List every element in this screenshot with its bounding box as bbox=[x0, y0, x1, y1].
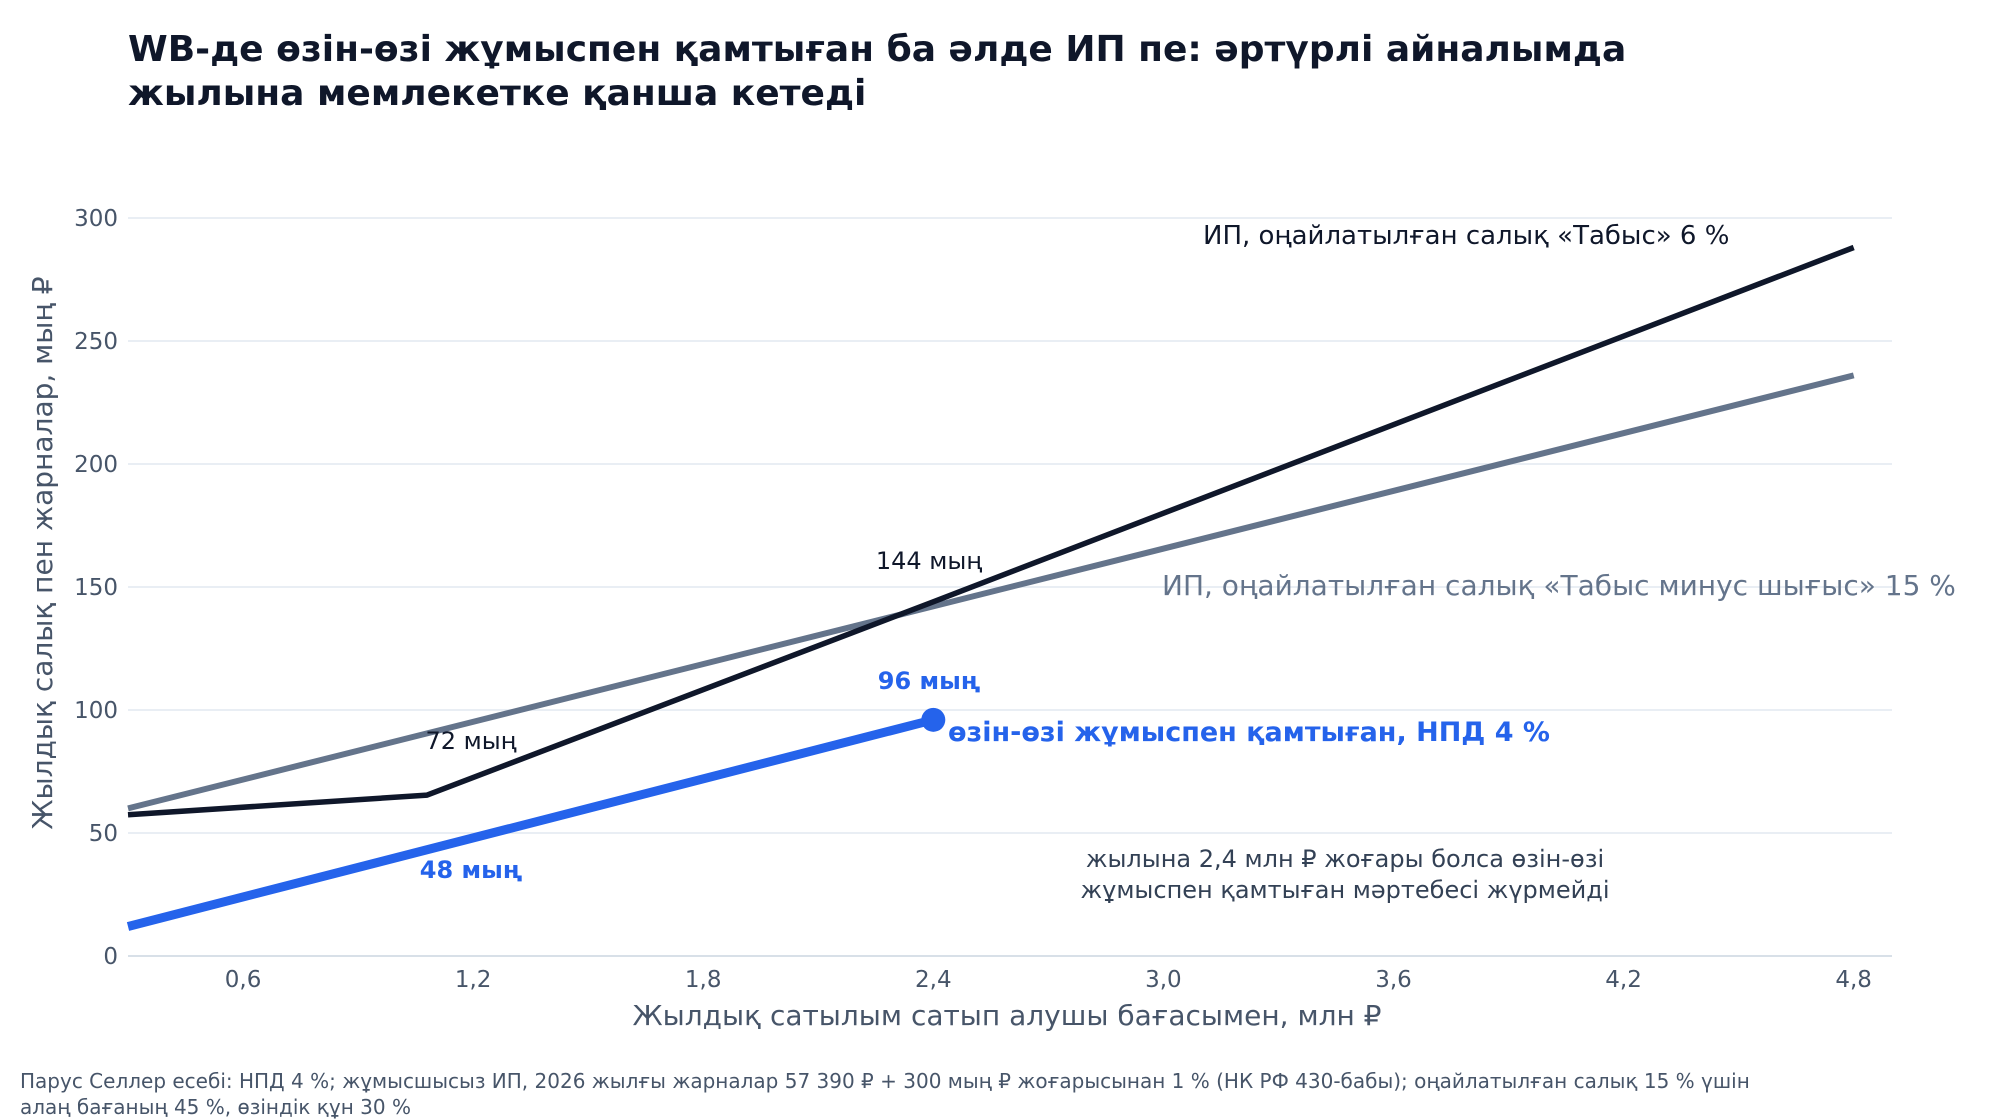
y-tick-label: 200 bbox=[74, 452, 118, 478]
x-tick-label: 4,2 bbox=[1605, 967, 1642, 993]
data-label: 96 мың bbox=[878, 667, 980, 695]
series-labels: ИП, оңайлатылған салық «Табыс минус шығы… bbox=[948, 221, 1956, 748]
x-axis-ticks: 0,6 1,2 1,8 2,4 3,0 3,6 4,2 4,8 bbox=[225, 967, 1872, 993]
y-tick-label: 250 bbox=[74, 329, 118, 355]
chart-title-line-1: WB-де өзін-өзі жұмыспен қамтыған ба әлде… bbox=[128, 29, 1626, 70]
y-tick-label: 150 bbox=[74, 575, 118, 601]
y-tick-label: 0 bbox=[103, 944, 118, 970]
y-axis-label: Жылдық салық пен жарналар, мың ₽ bbox=[26, 276, 59, 829]
series-group bbox=[126, 244, 1855, 931]
data-labels: 72 мың 144 мың 48 мың 96 мың bbox=[420, 547, 983, 884]
series-line bbox=[126, 715, 935, 931]
series-label: ИП, оңайлатылған салық «Табыс минус шығы… bbox=[1162, 569, 1956, 602]
x-tick-label: 3,0 bbox=[1145, 967, 1182, 993]
series-line bbox=[127, 244, 1855, 818]
x-tick-label: 3,6 bbox=[1375, 967, 1412, 993]
y-tick-label: 100 bbox=[74, 698, 118, 724]
series-end-marker bbox=[921, 707, 946, 732]
series-label: ИП, оңайлатылған салық «Табыс» 6 % bbox=[1203, 221, 1729, 251]
footnote-line-2: алаң бағаның 45 %, өзіндік құн 30 % bbox=[20, 1095, 411, 1119]
y-axis-ticks: 0 50 100 150 200 250 300 bbox=[74, 206, 118, 970]
series-label: өзін-өзі жұмыспен қамтыған, НПД 4 % bbox=[948, 717, 1550, 748]
x-tick-label: 2,4 bbox=[915, 967, 952, 993]
y-tick-label: 50 bbox=[89, 821, 118, 847]
x-axis-label: Жылдық сатылым сатып алушы бағасымен, мл… bbox=[633, 999, 1382, 1032]
y-tick-label: 300 bbox=[74, 206, 118, 232]
x-tick-label: 0,6 bbox=[225, 967, 262, 993]
footnote-line-1: Парус Селлер есебі: НПД 4 %; жұмысшысыз … bbox=[20, 1069, 1750, 1093]
x-tick-label: 1,2 bbox=[455, 967, 492, 993]
chart-title-line-2: жылына мемлекетке қанша кетеді bbox=[128, 73, 866, 114]
data-label: 144 мың bbox=[876, 547, 982, 575]
data-label: 72 мың bbox=[425, 727, 516, 755]
x-tick-label: 4,8 bbox=[1835, 967, 1872, 993]
x-tick-label: 1,8 bbox=[685, 967, 722, 993]
limit-note-line-1: жылына 2,4 млн ₽ жоғары болса өзін-өзі bbox=[1086, 845, 1604, 873]
data-label: 48 мың bbox=[420, 856, 522, 884]
limit-note-line-2: жұмыспен қамтыған мәртебесі жүрмейді bbox=[1081, 876, 1610, 904]
series-line bbox=[127, 372, 1855, 812]
